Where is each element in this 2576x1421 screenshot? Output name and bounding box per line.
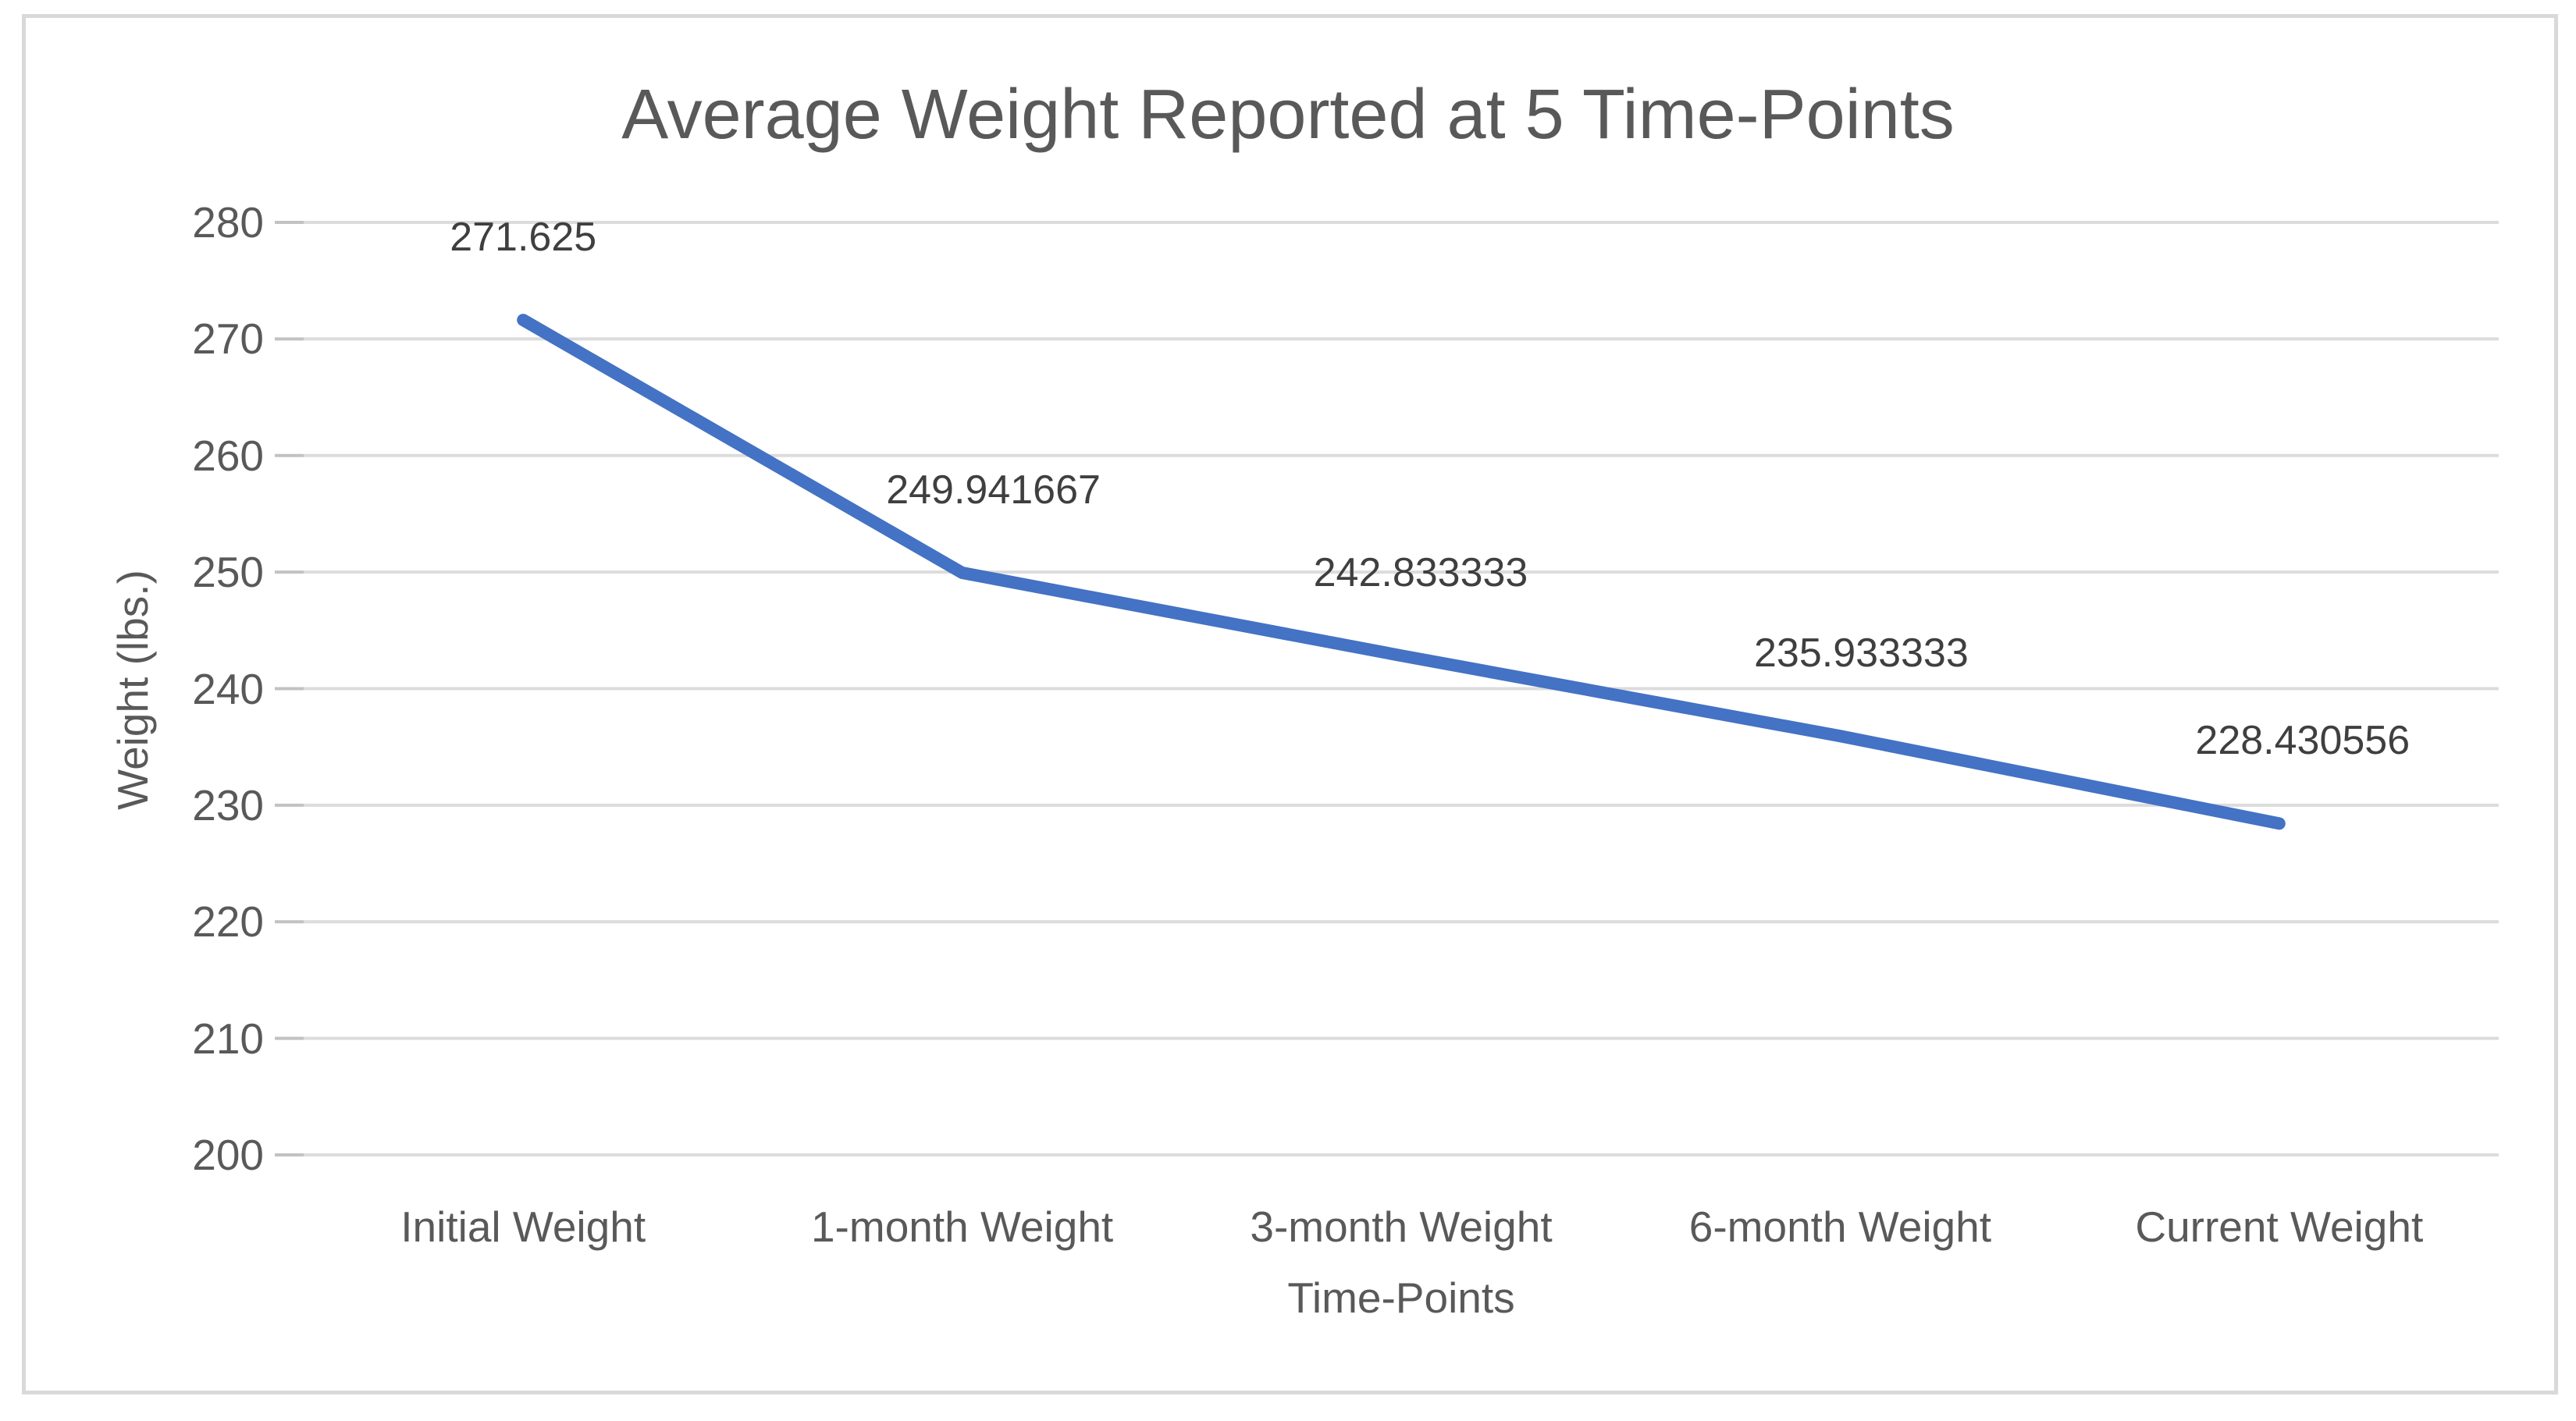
category-label: Initial Weight	[400, 1203, 646, 1251]
x-axis-title: Time-Points	[1287, 1274, 1515, 1322]
y-tick-label: 210	[192, 1014, 264, 1063]
category-label: 1-month Weight	[810, 1203, 1114, 1251]
category-label: 6-month Weight	[1688, 1203, 1991, 1251]
data-label: 235.933333	[1754, 631, 1969, 677]
y-tick-label: 260	[192, 431, 264, 480]
category-label: 3-month Weight	[1250, 1203, 1553, 1251]
y-tick-label: 280	[192, 198, 264, 247]
y-tick-label: 250	[192, 548, 264, 597]
chart-border	[22, 14, 2558, 1394]
data-label: 249.941667	[886, 467, 1101, 513]
y-tick-label: 200	[192, 1131, 264, 1179]
data-label: 242.833333	[1313, 550, 1528, 596]
y-tick-label: 220	[192, 897, 264, 947]
series-line	[517, 314, 2286, 830]
y-tick-label: 230	[192, 780, 264, 830]
data-label: 228.430556	[2195, 718, 2411, 764]
y-tick-label: 270	[192, 314, 264, 364]
data-label: 271.625	[450, 215, 597, 261]
chart-title: Average Weight Reported at 5 Time-Points	[621, 76, 1955, 154]
category-label: Current Weight	[2135, 1203, 2424, 1251]
y-tick-label: 240	[192, 664, 264, 713]
